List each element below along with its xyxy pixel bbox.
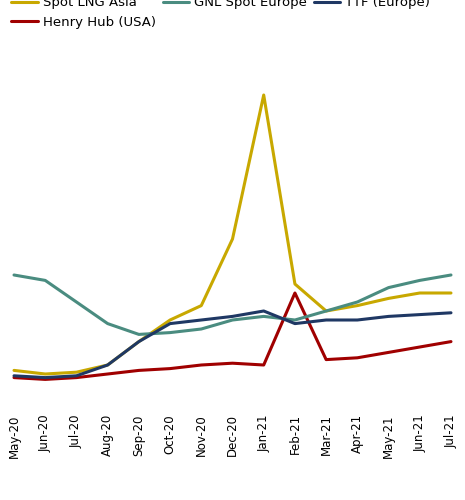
Spot LNG Asia: [136, 338, 142, 344]
Spot LNG Asia: [11, 368, 17, 374]
Legend: Spot LNG Asia, Henry Hub (USA), GNL Spot Europe, TTF (Europe): Spot LNG Asia, Henry Hub (USA), GNL Spot…: [11, 0, 430, 29]
GNL Spot Europe: [354, 299, 360, 305]
GNL Spot Europe: [42, 278, 48, 283]
Henry Hub (USA): [42, 376, 48, 382]
TTF (Europe): [136, 338, 142, 344]
GNL Spot Europe: [323, 308, 329, 314]
Spot LNG Asia: [448, 290, 454, 296]
Spot LNG Asia: [167, 317, 173, 323]
Spot LNG Asia: [42, 371, 48, 377]
GNL Spot Europe: [73, 299, 79, 305]
GNL Spot Europe: [261, 314, 266, 320]
Henry Hub (USA): [230, 360, 235, 366]
GNL Spot Europe: [386, 284, 392, 290]
Line: Henry Hub (USA): Henry Hub (USA): [14, 293, 451, 380]
Henry Hub (USA): [73, 374, 79, 380]
Spot LNG Asia: [417, 290, 423, 296]
TTF (Europe): [323, 317, 329, 323]
Henry Hub (USA): [11, 374, 17, 380]
TTF (Europe): [448, 310, 454, 316]
Henry Hub (USA): [448, 338, 454, 344]
TTF (Europe): [261, 308, 266, 314]
Spot LNG Asia: [105, 362, 111, 368]
Henry Hub (USA): [105, 371, 111, 377]
Spot LNG Asia: [292, 281, 298, 287]
Line: TTF (Europe): TTF (Europe): [14, 311, 451, 378]
TTF (Europe): [73, 373, 79, 379]
Henry Hub (USA): [261, 362, 266, 368]
Henry Hub (USA): [292, 290, 298, 296]
Henry Hub (USA): [136, 368, 142, 374]
GNL Spot Europe: [199, 326, 204, 332]
TTF (Europe): [292, 320, 298, 326]
GNL Spot Europe: [292, 317, 298, 323]
TTF (Europe): [167, 320, 173, 326]
Henry Hub (USA): [167, 366, 173, 372]
TTF (Europe): [11, 373, 17, 379]
Spot LNG Asia: [386, 296, 392, 302]
Spot LNG Asia: [230, 236, 235, 242]
TTF (Europe): [105, 362, 111, 368]
Henry Hub (USA): [417, 344, 423, 350]
Spot LNG Asia: [261, 92, 266, 98]
Spot LNG Asia: [354, 302, 360, 308]
TTF (Europe): [354, 317, 360, 323]
Spot LNG Asia: [73, 369, 79, 375]
TTF (Europe): [417, 312, 423, 318]
Spot LNG Asia: [199, 302, 204, 308]
GNL Spot Europe: [11, 272, 17, 278]
GNL Spot Europe: [105, 320, 111, 326]
GNL Spot Europe: [136, 332, 142, 338]
GNL Spot Europe: [448, 272, 454, 278]
Line: GNL Spot Europe: GNL Spot Europe: [14, 275, 451, 334]
TTF (Europe): [199, 317, 204, 323]
Henry Hub (USA): [323, 356, 329, 362]
TTF (Europe): [42, 374, 48, 380]
TTF (Europe): [230, 314, 235, 320]
Henry Hub (USA): [354, 355, 360, 361]
Henry Hub (USA): [386, 350, 392, 356]
GNL Spot Europe: [167, 330, 173, 336]
GNL Spot Europe: [230, 317, 235, 323]
Henry Hub (USA): [199, 362, 204, 368]
TTF (Europe): [386, 314, 392, 320]
GNL Spot Europe: [417, 278, 423, 283]
Spot LNG Asia: [323, 308, 329, 314]
Line: Spot LNG Asia: Spot LNG Asia: [14, 95, 451, 374]
